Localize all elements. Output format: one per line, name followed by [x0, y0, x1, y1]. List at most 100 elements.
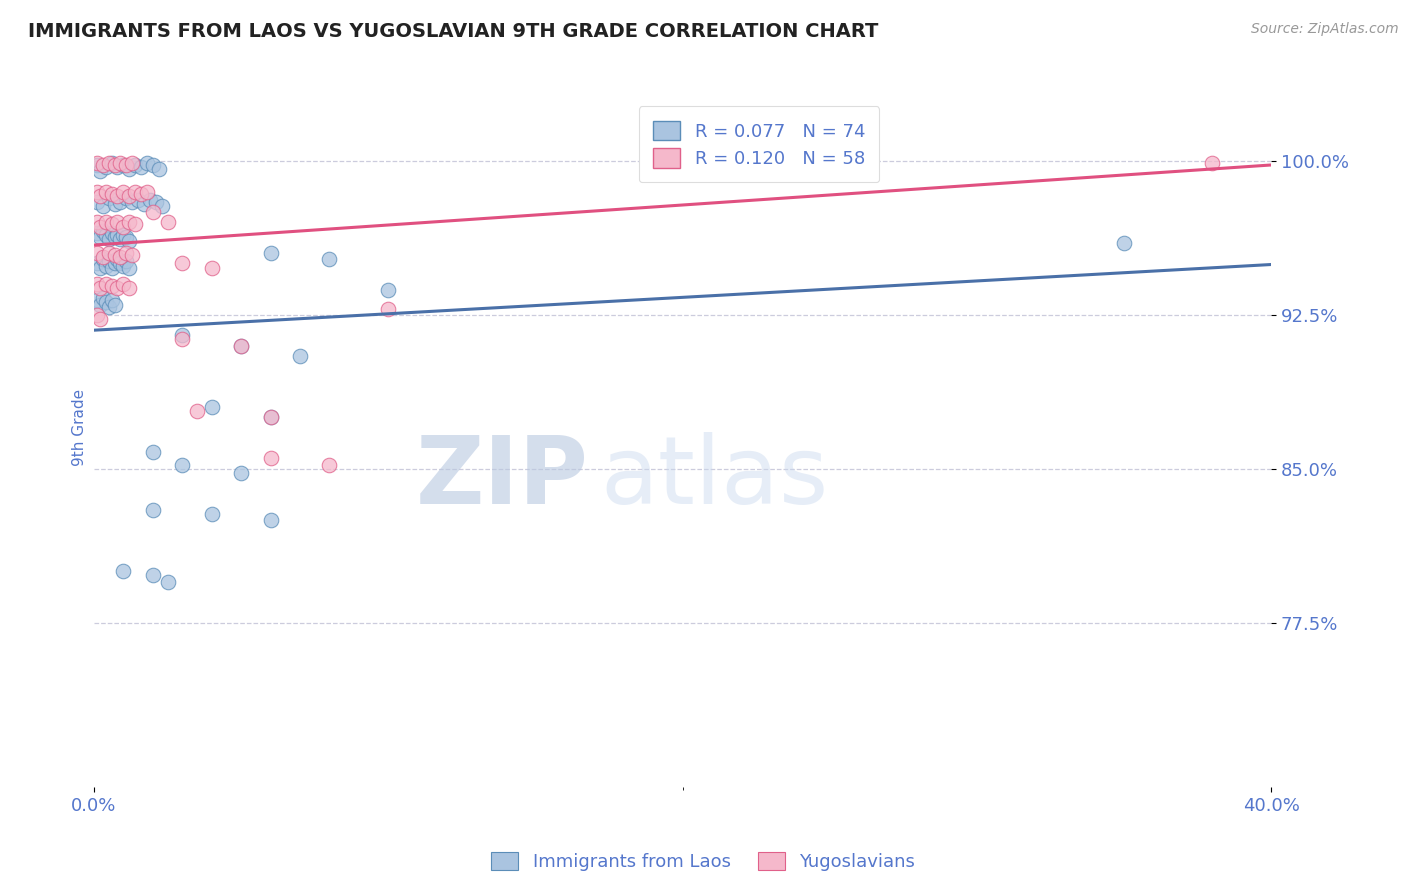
Point: [89, 312, 111, 326]
Point: [97, 246, 120, 260]
Point: [229, 466, 252, 480]
Point: [100, 279, 122, 293]
Point: [118, 234, 141, 248]
Point: [142, 502, 165, 516]
Point: [1201, 156, 1223, 170]
Point: [103, 297, 125, 311]
Point: [100, 218, 122, 232]
Point: [172, 328, 194, 343]
Point: [142, 205, 165, 219]
Point: [94, 185, 117, 199]
Point: [110, 256, 132, 270]
Point: [118, 215, 141, 229]
Point: [142, 445, 165, 459]
Point: [97, 156, 120, 170]
Legend: R = 0.077   N = 74, R = 0.120   N = 58: R = 0.077 N = 74, R = 0.120 N = 58: [638, 106, 880, 182]
Point: [94, 215, 117, 229]
Point: [103, 197, 125, 211]
Point: [112, 185, 135, 199]
Point: [112, 227, 135, 242]
Point: [94, 277, 117, 291]
Point: [103, 229, 125, 244]
Point: [94, 259, 117, 273]
Point: [91, 252, 114, 267]
Text: IMMIGRANTS FROM LAOS VS YUGOSLAVIAN 9TH GRADE CORRELATION CHART: IMMIGRANTS FROM LAOS VS YUGOSLAVIAN 9TH …: [28, 22, 879, 41]
Point: [107, 252, 129, 267]
Point: [172, 256, 194, 270]
Point: [86, 277, 108, 291]
Point: [110, 250, 132, 264]
Point: [89, 188, 111, 202]
Point: [91, 250, 114, 264]
Point: [115, 229, 138, 244]
Point: [259, 410, 281, 425]
Point: [100, 293, 122, 308]
Point: [135, 156, 157, 170]
Point: [110, 194, 132, 209]
Point: [377, 283, 399, 297]
Point: [121, 194, 143, 209]
Point: [115, 246, 138, 260]
Point: [112, 158, 135, 172]
Point: [86, 194, 108, 209]
Point: [100, 260, 122, 275]
Point: [86, 185, 108, 199]
Point: [94, 227, 117, 242]
Point: [259, 246, 281, 260]
Point: [129, 186, 152, 201]
Point: [118, 260, 141, 275]
Point: [107, 227, 129, 242]
Point: [89, 229, 111, 244]
Point: [288, 349, 311, 363]
Point: [86, 256, 108, 270]
Point: [115, 158, 138, 172]
Point: [89, 281, 111, 295]
Point: [377, 301, 399, 316]
Point: [110, 232, 132, 246]
Point: [156, 215, 179, 229]
Point: [115, 191, 138, 205]
Point: [186, 404, 208, 418]
Point: [100, 156, 122, 170]
Point: [97, 300, 120, 314]
Point: [121, 156, 143, 170]
Point: [107, 188, 129, 202]
Text: Source: ZipAtlas.com: Source: ZipAtlas.com: [1251, 22, 1399, 37]
Point: [121, 248, 143, 262]
Text: atlas: atlas: [600, 432, 828, 524]
Point: [107, 215, 129, 229]
Point: [112, 259, 135, 273]
Point: [201, 260, 224, 275]
Point: [103, 248, 125, 262]
Point: [86, 226, 108, 240]
Point: [89, 260, 111, 275]
Point: [103, 256, 125, 270]
Point: [127, 193, 149, 207]
Point: [124, 218, 146, 232]
Point: [318, 252, 340, 267]
Point: [118, 162, 141, 177]
Y-axis label: 9th Grade: 9th Grade: [72, 389, 87, 467]
Point: [124, 185, 146, 199]
Point: [97, 232, 120, 246]
Point: [100, 226, 122, 240]
Point: [172, 458, 194, 472]
Point: [259, 410, 281, 425]
Point: [142, 568, 165, 582]
Point: [148, 162, 170, 177]
Point: [103, 158, 125, 172]
Point: [318, 458, 340, 472]
Point: [229, 338, 252, 352]
Point: [150, 199, 173, 213]
Point: [259, 451, 281, 466]
Point: [172, 333, 194, 347]
Point: [129, 160, 152, 174]
Point: [91, 292, 114, 306]
Text: ZIP: ZIP: [415, 432, 588, 524]
Point: [86, 293, 108, 308]
Point: [142, 158, 165, 172]
Point: [145, 194, 167, 209]
Point: [89, 219, 111, 234]
Point: [118, 188, 141, 202]
Point: [86, 308, 108, 322]
